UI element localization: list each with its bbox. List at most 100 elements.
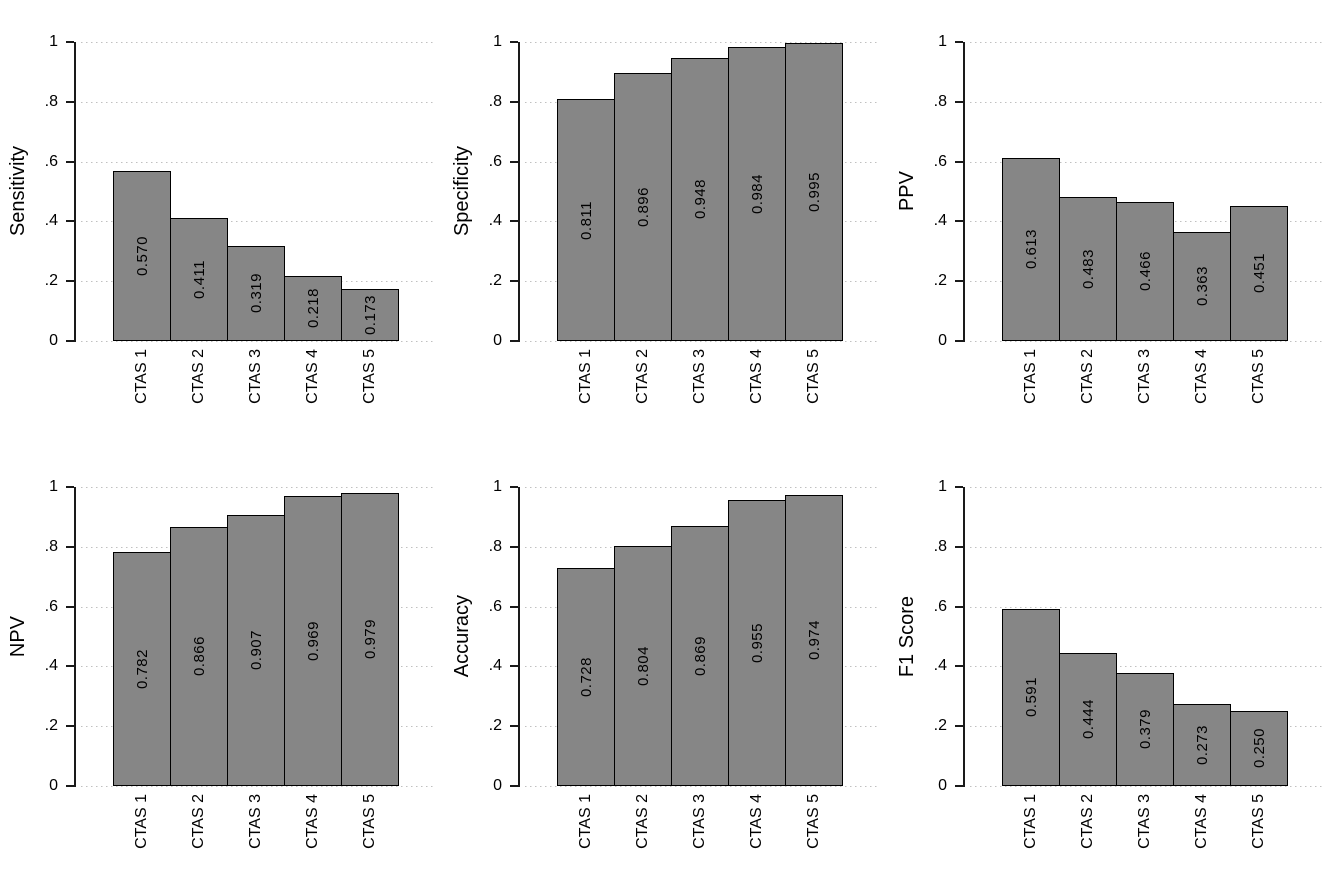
x-category-label: CTAS 1 bbox=[133, 349, 150, 404]
y-tick-mark bbox=[955, 100, 963, 103]
y-tick-label: .8 bbox=[933, 537, 947, 555]
bar-value-label: 0.969 bbox=[304, 620, 322, 662]
y-tick-mark bbox=[955, 545, 963, 548]
bar: 0.804 bbox=[614, 546, 672, 786]
y-axis-title-box: F1 Score bbox=[891, 487, 923, 786]
y-tick-mark bbox=[66, 665, 74, 668]
gridline bbox=[970, 546, 1325, 548]
y-tick-mark bbox=[955, 486, 963, 488]
y-tick-label: .8 bbox=[44, 92, 58, 110]
y-tick-label: .6 bbox=[44, 597, 58, 615]
y-tick-mark bbox=[66, 486, 74, 488]
gridline bbox=[81, 341, 436, 342]
y-tick-label: 1 bbox=[49, 33, 58, 50]
x-category-label: CTAS 4 bbox=[1193, 794, 1210, 849]
gridline bbox=[970, 42, 1325, 43]
y-tick-mark bbox=[66, 340, 74, 342]
bar: 0.363 bbox=[1173, 232, 1231, 341]
x-category-label: CTAS 5 bbox=[361, 349, 378, 404]
y-tick-mark bbox=[510, 545, 518, 548]
y-tick-mark bbox=[66, 100, 74, 103]
y-tick-label: .8 bbox=[933, 92, 947, 110]
y-tick-label: 1 bbox=[938, 33, 947, 50]
y-tick-label: .4 bbox=[44, 212, 58, 230]
gridline bbox=[970, 606, 1325, 608]
x-category-label: CTAS 1 bbox=[133, 794, 150, 849]
gridline bbox=[525, 42, 880, 43]
y-tick-label: 1 bbox=[493, 33, 502, 50]
bar: 0.570 bbox=[113, 171, 171, 341]
y-tick-mark bbox=[510, 100, 518, 103]
bar: 0.995 bbox=[785, 43, 843, 341]
x-category-label: CTAS 3 bbox=[247, 794, 264, 849]
x-category-label: CTAS 2 bbox=[190, 794, 207, 849]
gridline bbox=[81, 786, 436, 787]
y-tick-label: 1 bbox=[49, 478, 58, 495]
bar-value-label: 0.979 bbox=[361, 619, 379, 660]
y-tick-mark bbox=[66, 160, 74, 163]
bar: 0.444 bbox=[1059, 653, 1117, 786]
bar-value-label: 0.591 bbox=[1022, 677, 1040, 718]
y-tick-label: .8 bbox=[488, 92, 502, 110]
y-tick-mark bbox=[66, 220, 74, 223]
bar-value-label: 0.948 bbox=[691, 179, 709, 220]
x-category-label: CTAS 5 bbox=[805, 349, 822, 404]
bar-value-label: 0.613 bbox=[1022, 229, 1040, 270]
bar: 0.613 bbox=[1002, 158, 1060, 341]
y-tick-mark bbox=[955, 785, 963, 787]
bar-value-label: 0.218 bbox=[304, 288, 322, 329]
y-tick-mark bbox=[510, 41, 518, 43]
gridline bbox=[525, 341, 880, 342]
y-tick-label: .6 bbox=[933, 152, 947, 170]
bar: 0.782 bbox=[113, 552, 171, 786]
y-tick-mark bbox=[955, 665, 963, 668]
y-tick-mark bbox=[66, 785, 74, 787]
y-tick-mark bbox=[510, 665, 518, 668]
bar: 0.319 bbox=[227, 246, 285, 341]
y-tick-label: .8 bbox=[488, 537, 502, 555]
y-tick-label: 1 bbox=[938, 478, 947, 495]
bar-value-label: 0.782 bbox=[133, 648, 151, 690]
bar: 0.948 bbox=[671, 58, 729, 341]
x-category-label: CTAS 1 bbox=[577, 349, 594, 404]
bar-value-label: 0.869 bbox=[691, 635, 709, 677]
x-category-label: CTAS 2 bbox=[1079, 349, 1096, 404]
y-tick-label: .4 bbox=[488, 212, 502, 230]
bar: 0.811 bbox=[557, 99, 615, 341]
y-axis-title: NPV bbox=[6, 615, 29, 658]
bar: 0.483 bbox=[1059, 197, 1117, 341]
bar-value-label: 0.173 bbox=[361, 294, 379, 336]
x-category-label: CTAS 2 bbox=[190, 349, 207, 404]
gridline bbox=[970, 666, 1325, 668]
gridline bbox=[970, 161, 1325, 163]
y-tick-label: 1 bbox=[493, 478, 502, 495]
y-tick-label: 0 bbox=[493, 777, 502, 794]
y-tick-mark bbox=[955, 280, 963, 283]
x-category-label: CTAS 3 bbox=[1136, 349, 1153, 404]
y-tick-mark bbox=[66, 725, 74, 728]
x-category-label: CTAS 5 bbox=[1250, 349, 1267, 404]
bar: 0.173 bbox=[341, 289, 399, 341]
y-tick-mark bbox=[510, 160, 518, 163]
bar-value-label: 0.995 bbox=[805, 171, 823, 213]
y-axis-title-box: NPV bbox=[2, 487, 34, 786]
y-tick-mark bbox=[955, 725, 963, 728]
x-category-label: CTAS 5 bbox=[361, 794, 378, 849]
x-category-label: CTAS 3 bbox=[691, 794, 708, 849]
y-axis-title-box: Sensitivity bbox=[2, 42, 34, 341]
bar: 0.728 bbox=[557, 568, 615, 786]
y-tick-mark bbox=[955, 340, 963, 342]
panel-specificity: Specificity 0 .2 .4 .6 .8 1 0.811 0.896 0.948 0.9… bbox=[444, 0, 888, 444]
y-axis-line bbox=[74, 42, 76, 342]
y-tick-mark bbox=[510, 220, 518, 223]
bar-value-label: 0.411 bbox=[190, 260, 208, 299]
bar: 0.896 bbox=[614, 73, 672, 341]
y-tick-mark bbox=[510, 785, 518, 787]
plot-area: 0 .2 .4 .6 .8 1 0.613 0.483 0.466 0.363 0.451 CTAS … bbox=[934, 33, 1325, 404]
bar-value-label: 0.866 bbox=[190, 636, 208, 677]
y-axis-line bbox=[518, 487, 520, 787]
y-tick-label: 0 bbox=[938, 332, 947, 349]
bar-value-label: 0.363 bbox=[1193, 266, 1211, 307]
y-axis-title-box: Specificity bbox=[446, 42, 478, 341]
plot-area: 0 .2 .4 .6 .8 1 0.782 0.866 0.907 0.969 0.979 CTAS … bbox=[45, 478, 436, 849]
